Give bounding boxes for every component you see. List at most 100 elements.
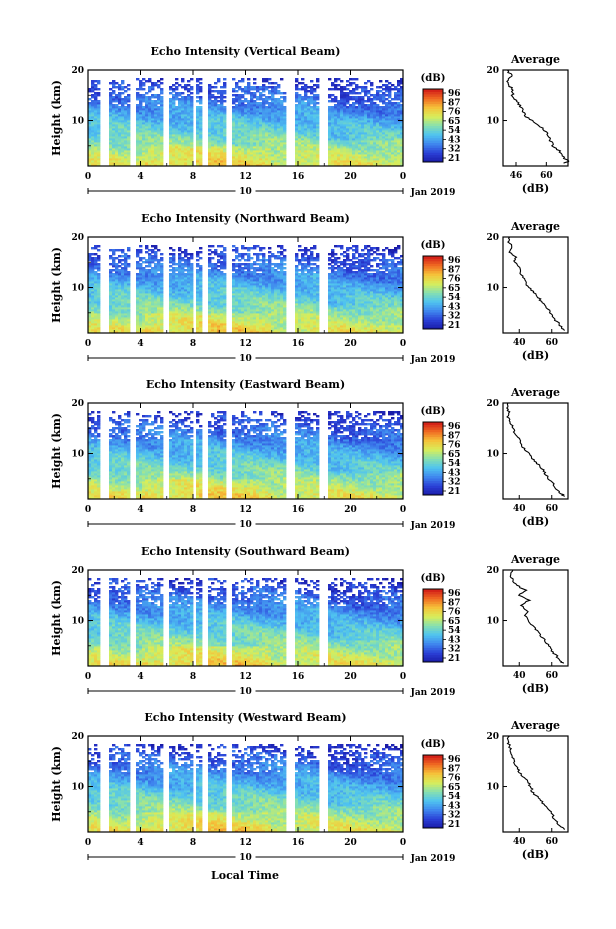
heatmap-cell [154,112,158,115]
heatmap-cell [328,130,332,133]
heatmap-cell [121,106,125,109]
heatmap-cell [283,154,287,157]
heatmap-cell [148,122,152,125]
heatmap-cell [241,134,245,137]
heatmap-cell [124,134,128,137]
heatmap-cell [118,156,122,159]
heatmap-cell [91,106,95,109]
heatmap-cell [364,142,368,145]
heatmap-cell [220,130,224,133]
heatmap-cell [250,158,254,161]
heatmap-cell [259,136,263,139]
heatmap-cell [355,108,359,111]
heatmap-cell [313,112,317,115]
heatmap-cell [382,122,386,125]
heatmap-cell [328,128,332,131]
heatmap-cell [115,156,119,159]
heatmap-cell [238,102,242,105]
heatmap-cell [118,120,122,123]
heatmap-cell [190,106,194,109]
heatmap-cell [307,162,311,165]
heatmap-cell [331,138,335,141]
heatmap-cell [181,86,185,89]
heatmap-cell [172,142,176,145]
heatmap-cell [343,114,347,117]
heatmap-cell [361,108,365,111]
heatmap-cell [373,160,377,163]
heatmap-cell [385,162,389,165]
heatmap-cell [88,116,92,119]
heatmap-cell [208,132,212,135]
heatmap-cell [343,152,347,155]
heatmap-cell [337,148,341,151]
heatmap-cell [397,106,401,109]
heatmap-cell [277,158,281,161]
heatmap-cell [256,152,260,155]
heatmap-cell [382,114,386,117]
heatmap-cell [265,142,269,145]
heatmap-cell [127,114,131,117]
heatmap-cell [169,108,173,111]
heatmap-cell [151,160,155,163]
heatmap-cell [271,124,275,127]
heatmap-cell [397,118,401,121]
heatmap-cell [256,122,260,125]
heatmap-cell [367,104,371,107]
heatmap-cell [184,144,188,147]
heatmap-cell [400,142,404,145]
heatmap-cell [118,84,122,87]
heatmap-cell [199,136,203,139]
heatmap-cell [88,134,92,137]
heatmap-cell [97,126,101,129]
heatmap-cell [220,118,224,121]
heatmap-cell [298,164,302,167]
heatmap-cell [316,156,320,159]
heatmap-cell [220,146,224,149]
heatmap-cell [241,100,245,103]
heatmap-cell [397,156,401,159]
average-y-tick-label: 10 [486,117,499,127]
heatmap-cell [88,102,92,105]
heatmap-cell [190,148,194,151]
heatmap-cell [190,138,194,141]
heatmap-cell [124,164,128,167]
heatmap-cell [160,128,164,131]
heatmap-cell [250,128,254,131]
heatmap-cell [400,136,404,139]
heatmap-cell [241,162,245,165]
heatmap-cell [232,154,236,157]
heatmap-cell [232,114,236,117]
heatmap-cell [274,112,278,115]
heatmap-cell [91,150,95,153]
heatmap-cell [253,140,257,143]
heatmap-cell [352,124,356,127]
heatmap-cell [391,152,395,155]
heatmap-cell [301,140,305,143]
heatmap-cell [196,134,200,137]
heatmap-cell [307,138,311,141]
heatmap-cell [313,84,317,87]
heatmap-cell [124,124,128,127]
heatmap-cell [115,136,119,139]
heatmap-cell [97,104,101,107]
heatmap-cell [184,148,188,151]
heatmap-cell [115,118,119,121]
heatmap-cell [142,94,146,97]
heatmap-cell [115,142,119,145]
heatmap-cell [271,158,275,161]
heatmap-cell [127,144,131,147]
heatmap-cell [199,134,203,137]
heatmap-cell [109,118,113,121]
heatmap-cell [262,120,266,123]
heatmap-cell [184,102,188,105]
heatmap-cell [223,106,227,109]
heatmap-cell [169,130,173,133]
heatmap-cell [376,144,380,147]
heatmap-cell [148,128,152,131]
heatmap-cell [370,120,374,123]
heatmap-cell [181,162,185,165]
heatmap-cell [169,126,173,129]
heatmap-cell [121,112,125,115]
heatmap-cell [388,104,392,107]
heatmap-cell [388,150,392,153]
